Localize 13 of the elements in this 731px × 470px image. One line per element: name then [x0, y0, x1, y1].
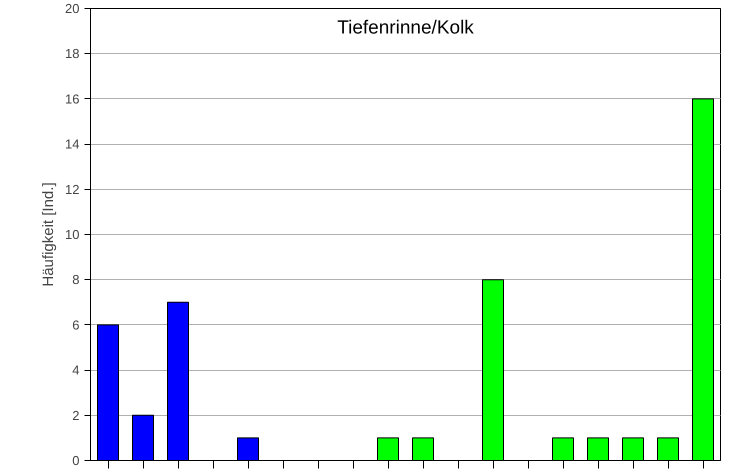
y-tick-label: 12: [65, 182, 80, 197]
y-axis-title: Häufigkeit [Ind.]: [40, 182, 58, 287]
y-tick-label: 18: [65, 46, 80, 62]
y-tick-label: 2: [72, 408, 80, 423]
y-tick-label: 6: [72, 317, 80, 332]
text: Tiefenrinne/Kolk: [337, 18, 474, 38]
y-tick-label: 20: [65, 1, 80, 16]
y-tick-label: 14: [65, 136, 80, 152]
y-tick-label: 0: [72, 453, 80, 468]
y-tick-label: 10: [65, 227, 80, 242]
y-tick-label: 8: [72, 272, 80, 288]
y-tick-label: 4: [72, 362, 80, 378]
y-tick-label: 16: [65, 91, 80, 106]
